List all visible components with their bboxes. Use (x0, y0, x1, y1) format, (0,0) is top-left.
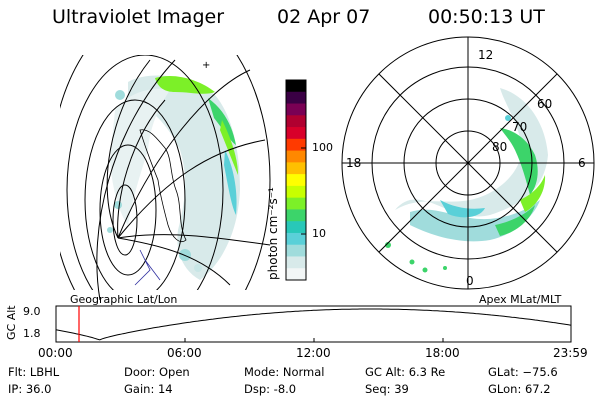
altitude-timeseries (55, 305, 572, 343)
svg-text:+: + (202, 60, 210, 71)
colorbar-segment (286, 221, 306, 234)
colorbar-segment (286, 268, 306, 281)
polar-plot (341, 36, 595, 290)
colorbar-segment (286, 209, 306, 222)
ytick-1-8: 1.8 (23, 327, 41, 340)
gc-alt-axis-label: GC Alt (5, 305, 18, 340)
geographic-panel-label: Geographic Lat/Lon (70, 293, 178, 306)
colorbar-segment (286, 256, 306, 269)
earth-limb (96, 59, 176, 301)
instrument-title: Ultraviolet Imager (52, 6, 225, 28)
colorbar-segment (286, 244, 306, 257)
coastline-blue (134, 249, 161, 286)
colorbar-segment (286, 232, 306, 246)
mlt-label-12: 12 (478, 48, 494, 62)
glon-label: GLon: 67.2 (488, 382, 551, 396)
mlat-label-80: 80 (492, 140, 508, 154)
ip-label: IP: 36.0 (8, 382, 52, 396)
colorbar-tick-100: 100 (312, 141, 333, 154)
mode-label: Mode: Normal (244, 365, 325, 379)
colorbar-segment (286, 115, 306, 128)
coastline (139, 129, 187, 242)
mlt-label-18: 18 (346, 156, 362, 170)
seq-label: Seq: 39 (365, 382, 409, 396)
apex-panel-label: Apex MLat/MLT (479, 293, 562, 306)
mlat-label-60: 60 (537, 97, 553, 111)
colorbar-segment (286, 162, 306, 175)
glat-label: GLat: −75.6 (488, 365, 558, 379)
mlt-label-0: 0 (466, 274, 474, 288)
polar-auroral-emission (385, 88, 550, 273)
colorbar-segment (286, 91, 306, 105)
colorbar-segment (286, 197, 306, 210)
filter-label: Flt: LBHL (8, 365, 60, 379)
left-auroral-emission (107, 75, 240, 280)
time-label: 00:50:13 UT (428, 6, 545, 28)
mlat-label-70: 70 (512, 120, 528, 134)
gc-alt-label: GC Alt: 6.3 Re (365, 365, 446, 379)
colorbar-segment (286, 150, 306, 163)
colorbar-unit-label: photon cm⁻²s⁻¹ (266, 187, 280, 280)
colorbar-frame (285, 79, 307, 281)
colorbar (286, 80, 306, 281)
graticule-lines (60, 55, 271, 290)
door-label: Door: Open (124, 365, 190, 379)
ytick-9: 9.0 (23, 305, 41, 318)
colorbar-segment (286, 80, 306, 93)
date-label: 02 Apr 07 (277, 6, 371, 28)
xtick-1800: 18:00 (425, 346, 460, 360)
geographic-map: + (60, 55, 271, 301)
xtick-0000: 00:00 (38, 346, 73, 360)
colorbar-segment (286, 174, 306, 187)
colorbar-segment (286, 127, 306, 140)
xtick-1200: 12:00 (296, 346, 331, 360)
xtick-2359: 23:59 (553, 346, 588, 360)
colorbar-segment (286, 138, 306, 152)
colorbar-tick-10: 10 (312, 227, 326, 240)
gain-label: Gain: 14 (124, 382, 173, 396)
colorbar-segment (286, 103, 306, 116)
colorbar-segment (286, 185, 306, 199)
mlt-label-6: 6 (578, 156, 586, 170)
xtick-0600: 06:00 (167, 346, 202, 360)
dsp-label: Dsp: -8.0 (244, 382, 297, 396)
